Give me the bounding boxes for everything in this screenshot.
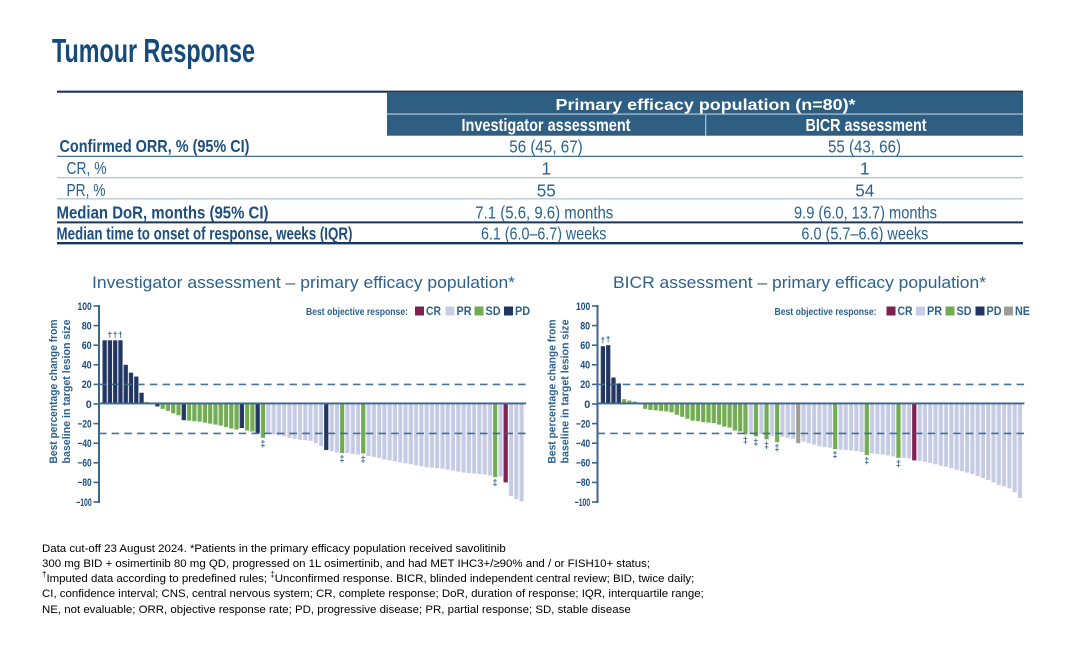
svg-text:SD: SD: [486, 306, 501, 318]
svg-text:80: 80: [82, 320, 92, 332]
svg-text:‡: ‡: [833, 450, 838, 460]
svg-text:−80: −80: [78, 477, 92, 489]
svg-text:6.1 (6.0–6.7) weeks: 6.1 (6.0–6.7) weeks: [481, 224, 607, 244]
svg-text:‡: ‡: [493, 478, 498, 488]
svg-text:BICR assessment – primary effi: BICR assessment – primary efficacy popul…: [613, 273, 986, 292]
svg-text:‡: ‡: [753, 437, 758, 447]
svg-text:Best percentage change from: Best percentage change from: [48, 320, 60, 464]
svg-text:−60: −60: [78, 458, 92, 470]
svg-text:−80: −80: [576, 477, 590, 489]
svg-text:Median DoR, months (95% CI): Median DoR, months (95% CI): [57, 203, 269, 223]
svg-text:−20: −20: [78, 418, 92, 430]
svg-text:‡: ‡: [764, 440, 769, 450]
svg-text:baseline in target lesion size: baseline in target lesion size: [61, 320, 73, 464]
svg-text:Best objective response:: Best objective response:: [775, 307, 877, 318]
svg-text:Tumour Response: Tumour Response: [52, 33, 255, 70]
svg-text:0: 0: [584, 399, 590, 411]
svg-text:55 (43, 66): 55 (43, 66): [828, 136, 901, 156]
svg-text:NE: NE: [1015, 306, 1030, 318]
svg-text:‡: ‡: [864, 456, 869, 466]
svg-text:Investigator assessment – prim: Investigator assessment – primary effica…: [92, 273, 515, 292]
svg-text:7.1 (5.6, 9.6) months: 7.1 (5.6, 9.6) months: [475, 203, 613, 223]
svg-text:†: †: [601, 335, 606, 345]
svg-text:100: 100: [78, 301, 92, 313]
svg-text:1: 1: [541, 158, 551, 178]
svg-text:60: 60: [580, 340, 590, 352]
svg-text:−60: −60: [576, 458, 590, 470]
svg-text:BICR assessment: BICR assessment: [806, 115, 927, 135]
svg-text:†: †: [113, 329, 118, 339]
svg-text:80: 80: [580, 320, 590, 332]
svg-text:Primary efficacy population (n: Primary efficacy population (n=80)*: [556, 97, 857, 114]
svg-text:CR, %: CR, %: [67, 158, 107, 178]
svg-text:9.9 (6.0, 13.7) months: 9.9 (6.0, 13.7) months: [794, 203, 937, 223]
svg-text:‡: ‡: [340, 454, 345, 464]
svg-text:†: †: [606, 334, 611, 344]
svg-text:‡: ‡: [743, 435, 748, 445]
svg-text:−100: −100: [76, 497, 92, 509]
svg-text:‡: ‡: [361, 454, 366, 464]
svg-text:CR: CR: [426, 306, 442, 318]
svg-text:†: †: [107, 329, 112, 339]
svg-text:Median time to onset of respon: Median time to onset of response, weeks …: [57, 223, 353, 243]
svg-text:40: 40: [82, 360, 92, 372]
svg-text:−40: −40: [78, 438, 92, 450]
svg-text:PR, %: PR, %: [67, 180, 106, 200]
svg-text:baseline in target lesion size: baseline in target lesion size: [559, 320, 571, 464]
svg-text:PD: PD: [515, 306, 530, 318]
svg-text:‡: ‡: [896, 458, 901, 468]
svg-text:56 (45, 67): 56 (45, 67): [509, 136, 583, 156]
svg-text:−100: −100: [575, 497, 591, 509]
svg-text:SD: SD: [957, 306, 972, 318]
svg-text:Best percentage change from: Best percentage change from: [547, 320, 559, 464]
svg-text:PR: PR: [927, 306, 943, 318]
svg-text:40: 40: [580, 360, 590, 372]
svg-text:‡: ‡: [775, 443, 780, 453]
svg-text:CR: CR: [898, 306, 914, 318]
svg-text:†: †: [118, 329, 123, 339]
svg-text:Investigator assessment: Investigator assessment: [462, 115, 631, 135]
svg-text:20: 20: [580, 379, 590, 391]
svg-text:−40: −40: [576, 438, 590, 450]
svg-text:‡: ‡: [260, 438, 265, 448]
svg-text:PD: PD: [987, 306, 1002, 318]
svg-text:−20: −20: [576, 418, 590, 430]
svg-text:Best objective response:: Best objective response:: [306, 307, 408, 318]
svg-text:6.0 (5.7–6.6) weeks: 6.0 (5.7–6.6) weeks: [801, 224, 928, 244]
svg-text:0: 0: [86, 399, 92, 411]
svg-text:100: 100: [576, 301, 590, 313]
svg-text:60: 60: [82, 340, 92, 352]
svg-text:PR: PR: [457, 306, 473, 318]
svg-text:1: 1: [860, 158, 870, 178]
svg-text:20: 20: [82, 379, 92, 391]
svg-text:Confirmed ORR, % (95% CI): Confirmed ORR, % (95% CI): [60, 136, 250, 156]
svg-text:55: 55: [537, 180, 556, 200]
svg-text:54: 54: [855, 180, 874, 200]
